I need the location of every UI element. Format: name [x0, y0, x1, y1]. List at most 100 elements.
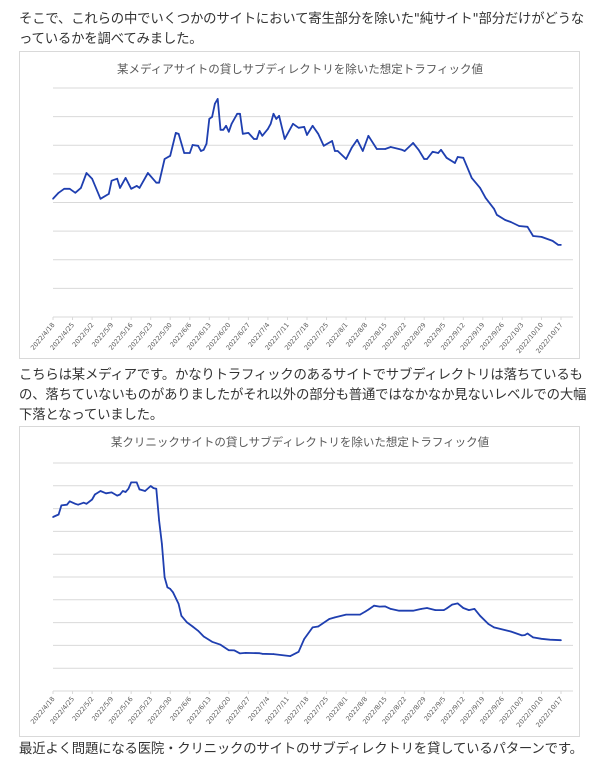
data-point: [451, 603, 453, 606]
data-point: [116, 177, 118, 180]
data-point: [378, 605, 381, 608]
data-point: [426, 607, 428, 609]
data-point: [328, 618, 331, 620]
data-point: [105, 492, 107, 495]
data-point: [202, 635, 205, 638]
data-point: [147, 172, 149, 174]
data-point: [155, 181, 158, 184]
data-point: [322, 145, 325, 147]
data-point: [303, 638, 306, 640]
data-point: [205, 143, 208, 145]
data-point: [161, 543, 163, 545]
data-point: [509, 630, 512, 633]
data-point: [239, 112, 241, 115]
data-point: [311, 124, 314, 127]
data-point: [166, 586, 169, 589]
data-point: [398, 609, 400, 612]
data-point: [74, 503, 77, 505]
data-point: [331, 140, 333, 142]
data-point: [462, 607, 465, 609]
data-point: [94, 493, 96, 496]
data-point: [364, 610, 367, 613]
data-point: [487, 623, 490, 625]
data-point: [272, 112, 275, 115]
data-point: [91, 498, 93, 501]
data-point: [272, 653, 275, 655]
data-point: [130, 187, 132, 190]
data-point: [180, 614, 183, 617]
data-point: [110, 491, 113, 494]
data-point: [306, 134, 308, 136]
data-point: [119, 187, 121, 189]
data-point: [470, 177, 473, 179]
data-point: [80, 187, 82, 189]
data-point: [412, 142, 414, 144]
data-point: [110, 179, 113, 182]
data-point: [219, 643, 222, 646]
chart-title: 某クリニックサイトの貸しサブディレクトリを除いた想定トラフィック値: [111, 435, 490, 449]
data-point: [202, 149, 205, 151]
data-point: [350, 147, 353, 149]
data-point: [367, 135, 370, 137]
data-point: [77, 503, 79, 506]
data-point: [440, 149, 442, 151]
data-point: [468, 609, 470, 611]
data-point: [124, 491, 127, 493]
data-point: [311, 626, 314, 629]
data-point: [68, 187, 71, 190]
data-point: [63, 187, 65, 190]
data-point: [540, 637, 543, 640]
data-point: [175, 132, 177, 134]
data-point: [549, 638, 551, 641]
data-point: [426, 158, 428, 160]
data-point: [403, 150, 406, 152]
media-paragraph: こちらは某メディアです。かなりトラフィックのあるサイトでサブディレクトリは落ちて…: [19, 368, 587, 423]
data-point: [526, 226, 529, 228]
data-point: [155, 487, 158, 490]
chart-svg-1: 某クリニックサイトの貸しサブディレクトリを除いた想定トラフィック値 2022/4…: [29, 435, 573, 729]
data-point: [401, 149, 403, 151]
data-point: [219, 128, 222, 131]
data-point: [188, 152, 191, 154]
data-point: [52, 516, 54, 518]
data-point: [336, 150, 339, 152]
data-point: [124, 177, 127, 179]
data-point: [417, 149, 420, 151]
data-point: [99, 197, 102, 200]
data-point: [236, 112, 239, 115]
data-point: [521, 634, 523, 637]
data-point: [345, 158, 347, 160]
data-point: [345, 613, 347, 616]
data-point: [560, 639, 562, 641]
data-point: [523, 634, 526, 636]
data-point: [169, 588, 172, 590]
data-point: [253, 138, 255, 140]
data-point: [384, 605, 386, 608]
data-point: [303, 126, 306, 128]
data-point: [68, 500, 71, 503]
chart-title: 某メディアサイトの貸しサブディレクトリを除いた想定トラフィック値: [117, 62, 483, 76]
data-point: [163, 576, 166, 579]
data-point: [211, 116, 213, 118]
data-point: [239, 652, 241, 655]
series-line: [52, 98, 561, 246]
data-point: [158, 519, 160, 522]
data-point: [119, 493, 121, 496]
clinic-paragraph: 最近よく問題になる医院・クリニックのサイトのサブディレクトリを貸しているパターン…: [19, 742, 583, 757]
data-point: [389, 608, 392, 610]
data-point: [518, 225, 520, 227]
data-point: [540, 236, 543, 238]
data-point: [442, 609, 445, 611]
data-point: [532, 235, 534, 237]
data-point: [177, 603, 180, 605]
intro-paragraph: そこで、これらの中でいくつかのサイトにおいて寄生部分を除いた"純サイト"部分だけ…: [19, 12, 584, 47]
data-point: [431, 151, 434, 153]
chart-clinic-site: 某クリニックサイトの貸しサブディレクトリを除いた想定トラフィック値 2022/4…: [19, 426, 580, 737]
data-point: [445, 157, 448, 159]
data-point: [216, 98, 219, 100]
data-point: [144, 490, 146, 492]
data-point: [367, 608, 370, 611]
data-point: [389, 146, 392, 148]
data-point: [373, 604, 375, 607]
data-point: [163, 158, 166, 160]
